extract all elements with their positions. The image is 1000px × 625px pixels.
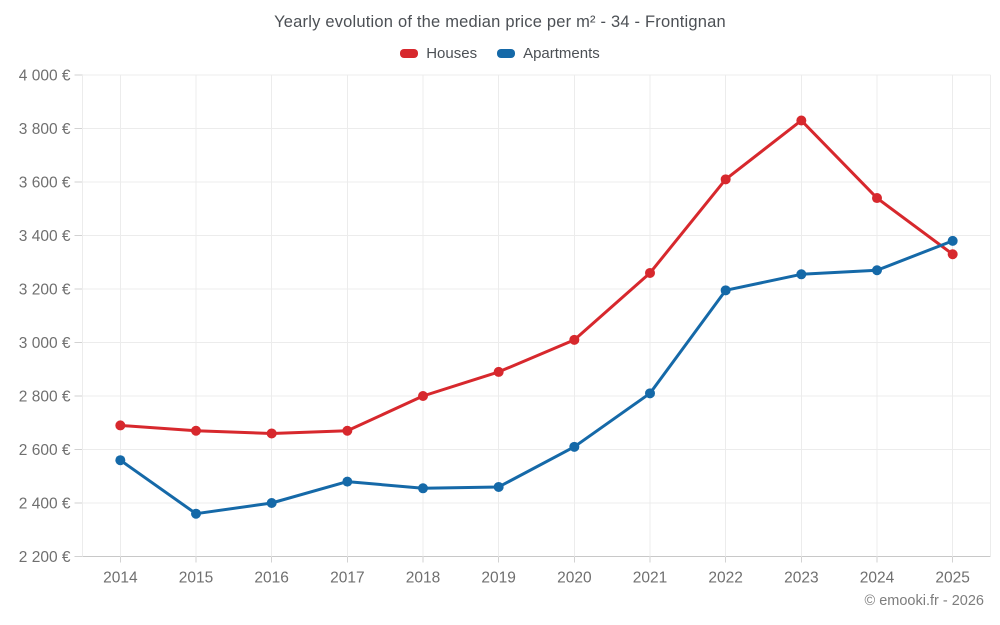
data-point-houses-2022[interactable] (720, 174, 731, 185)
x-axis-label-2016: 2016 (254, 570, 288, 587)
x-axis-label-2023: 2023 (784, 570, 818, 587)
y-axis-label-3000: 3 000 € (19, 335, 71, 352)
data-point-houses-2015[interactable] (191, 425, 201, 436)
y-axis-label-2800: 2 800 € (19, 389, 71, 406)
legend-swatch-icon (497, 49, 516, 58)
data-point-apartments-2022[interactable] (720, 285, 731, 296)
data-point-houses-2024[interactable] (872, 193, 882, 204)
y-axis-label-3200: 3 200 € (19, 282, 71, 299)
y-axis-label-2400: 2 400 € (19, 496, 71, 513)
chart-legend: Houses Apartments (0, 45, 1000, 62)
chart-title: Yearly evolution of the median price per… (274, 13, 726, 31)
data-point-apartments-2017[interactable] (342, 476, 353, 487)
legend-swatch-icon (400, 49, 419, 58)
x-axis-label-2025: 2025 (935, 570, 969, 587)
data-point-apartments-2023[interactable] (796, 269, 807, 280)
x-axis-label-2024: 2024 (860, 570, 895, 587)
data-point-houses-2020[interactable] (569, 334, 580, 345)
data-point-houses-2021[interactable] (645, 267, 655, 278)
data-point-apartments-2018[interactable] (418, 483, 428, 494)
y-axis-label-2200: 2 200 € (19, 549, 71, 566)
data-point-houses-2018[interactable] (418, 391, 428, 401)
data-point-apartments-2016[interactable] (266, 498, 277, 508)
data-point-houses-2025[interactable] (947, 249, 958, 260)
data-point-houses-2019[interactable] (493, 366, 504, 377)
data-point-apartments-2020[interactable] (569, 441, 580, 452)
data-point-houses-2017[interactable] (342, 425, 353, 436)
data-point-apartments-2024[interactable] (872, 265, 882, 276)
x-axis-label-2017: 2017 (330, 570, 364, 587)
data-point-apartments-2015[interactable] (191, 508, 201, 519)
data-point-apartments-2025[interactable] (947, 235, 958, 246)
series-line-houses (118, 118, 955, 435)
data-point-apartments-2014[interactable] (115, 455, 126, 466)
data-point-houses-2014[interactable] (115, 420, 126, 431)
x-axis-label-2014: 2014 (103, 570, 138, 587)
y-axis-label-4000: 4 000 € (19, 68, 71, 85)
data-point-houses-2016[interactable] (266, 428, 277, 439)
x-axis-label-2018: 2018 (406, 570, 440, 587)
legend-item-apartments[interactable]: Apartments (497, 45, 600, 62)
legend-label: Apartments (523, 45, 600, 62)
legend-label: Houses (426, 45, 478, 62)
y-axis-label-3600: 3 600 € (19, 175, 71, 192)
x-axis-label-2022: 2022 (708, 570, 742, 587)
x-axis-label-2021: 2021 (633, 570, 667, 587)
y-axis-label-2600: 2 600 € (19, 442, 71, 459)
y-axis-label-3400: 3 400 € (19, 228, 71, 245)
data-point-houses-2023[interactable] (796, 115, 807, 126)
x-axis-label-2015: 2015 (179, 570, 213, 587)
x-axis-label-2020: 2020 (557, 570, 592, 587)
series-line-apartments (118, 239, 955, 516)
data-point-apartments-2021[interactable] (645, 388, 655, 399)
x-axis-label-2019: 2019 (481, 570, 515, 587)
y-axis-label-3800: 3 800 € (19, 121, 71, 138)
legend-item-houses[interactable]: Houses (400, 45, 477, 62)
copyright-footer: © emooki.fr - 2026 (864, 593, 984, 609)
data-point-apartments-2019[interactable] (493, 481, 504, 492)
